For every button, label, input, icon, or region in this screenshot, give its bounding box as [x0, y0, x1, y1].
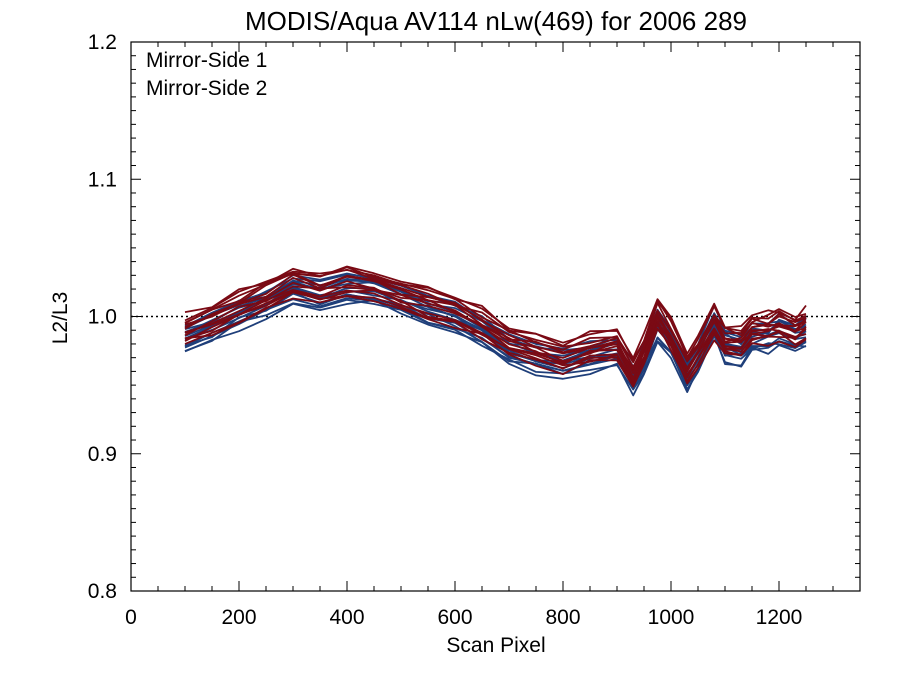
y-tick-label: 0.8: [88, 580, 117, 603]
x-tick-labels: 0 200 400 600 800 1000 1200: [125, 606, 802, 629]
x-tick-label: 200: [221, 606, 256, 629]
legend: Mirror-Side 1 Mirror-Side 2: [146, 49, 267, 100]
y-tick-labels: 0.8 0.9 1.0 1.1 1.2: [88, 31, 117, 603]
series-line-mirror-side-2: [184, 272, 807, 369]
series-lines: [184, 265, 807, 397]
x-tick-label: 1000: [648, 606, 695, 629]
y-tick-label: 1.0: [88, 306, 117, 329]
x-axis-label: Scan Pixel: [446, 634, 545, 657]
y-tick-label: 1.2: [88, 31, 117, 54]
legend-entry-mirror-side-2: Mirror-Side 2: [146, 77, 267, 100]
plot-frame: [130, 41, 861, 592]
series-mirror-side-2: [184, 265, 807, 388]
series-line-mirror-side-2: [184, 289, 807, 384]
series-line-mirror-side-1: [184, 298, 807, 391]
y-tick-label: 1.1: [88, 168, 117, 191]
series-line-mirror-side-2: [184, 269, 807, 361]
legend-entry-mirror-side-1: Mirror-Side 1: [146, 49, 267, 72]
x-tick-label: 1200: [756, 606, 803, 629]
series-line-mirror-side-2: [184, 265, 807, 359]
x-tick-label: 800: [545, 606, 580, 629]
y-tick-label: 0.9: [88, 443, 117, 466]
x-tick-label: 600: [437, 606, 472, 629]
x-tick-label: 0: [125, 606, 137, 629]
chart-title: MODIS/Aqua AV114 nLw(469) for 2006 289: [245, 6, 747, 36]
y-axis-label: L2/L3: [49, 292, 72, 345]
x-tick-label: 400: [329, 606, 364, 629]
